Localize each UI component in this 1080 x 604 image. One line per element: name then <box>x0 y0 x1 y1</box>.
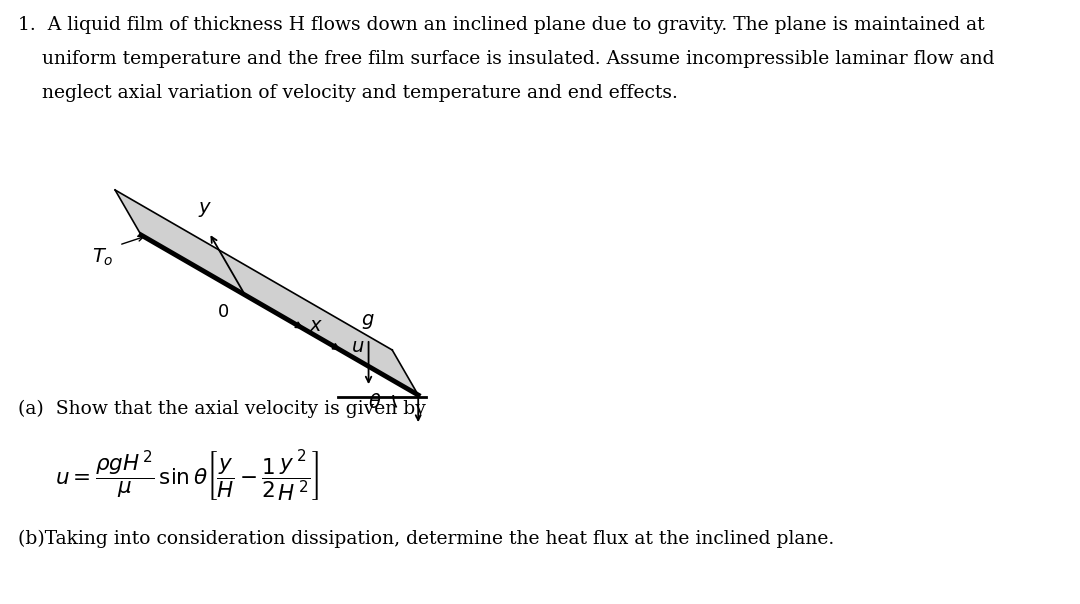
Text: (a)  Show that the axial velocity is given by: (a) Show that the axial velocity is give… <box>18 400 426 418</box>
Text: $T_o$: $T_o$ <box>92 246 113 268</box>
Text: neglect axial variation of velocity and temperature and end effects.: neglect axial variation of velocity and … <box>18 84 678 102</box>
Text: uniform temperature and the free film surface is insulated. Assume incompressibl: uniform temperature and the free film su… <box>18 50 995 68</box>
Text: $u$: $u$ <box>351 338 364 356</box>
Text: $y$: $y$ <box>198 200 212 219</box>
Text: (b)Taking into consideration dissipation, determine the heat flux at the incline: (b)Taking into consideration dissipation… <box>18 530 834 548</box>
Text: 1.  A liquid film of thickness H flows down an inclined plane due to gravity. Th: 1. A liquid film of thickness H flows do… <box>18 16 985 34</box>
Text: $x$: $x$ <box>309 317 323 335</box>
Text: $u = \dfrac{\rho g H^{\,2}}{\mu}\,\sin\theta\left[\dfrac{y}{H} - \dfrac{1}{2}\df: $u = \dfrac{\rho g H^{\,2}}{\mu}\,\sin\t… <box>55 448 319 504</box>
Polygon shape <box>116 190 418 395</box>
Text: $0$: $0$ <box>217 303 229 321</box>
Text: $g$: $g$ <box>361 312 375 331</box>
Text: $\theta$: $\theta$ <box>368 393 382 413</box>
